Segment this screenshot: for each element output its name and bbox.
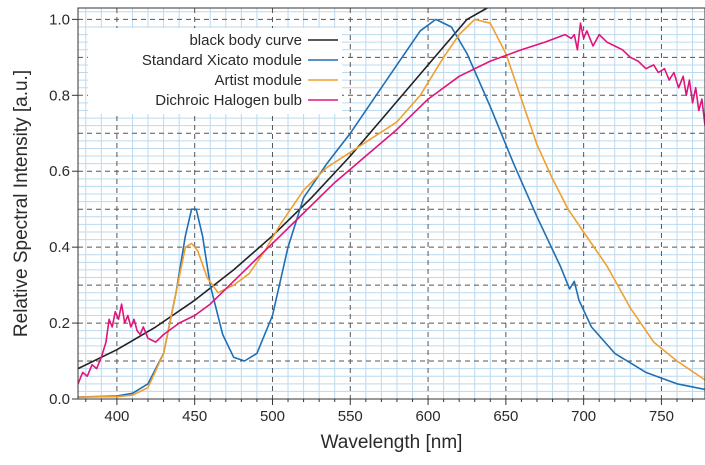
x-tick-label: 400 [104, 408, 129, 425]
x-tick-label: 700 [571, 408, 596, 425]
x-axis-label: Wavelength [nm] [321, 432, 463, 453]
legend-label-3: Artist module [214, 72, 302, 89]
y-axis-label: Relative Spectral Intensity [a.u.] [11, 70, 32, 337]
series-line-2 [78, 18, 705, 398]
y-tick-label: 1.0 [49, 11, 70, 28]
legend-box [88, 28, 342, 114]
plot-frame [77, 7, 705, 400]
ticks: 400 450 500 550 600 650 700 750 0.0 0.2 0.4 0.6 0.8 1… [49, 11, 694, 425]
series-line-3 [78, 18, 705, 398]
x-tick-label: 500 [260, 408, 285, 425]
y-tick-label: 0.6 [49, 163, 70, 180]
legend: black body curve Standard Xicato module Ar… [88, 28, 342, 114]
legend-label-2: Standard Xicato module [142, 52, 302, 69]
x-tick-label: 750 [649, 408, 674, 425]
y-tick-label: 0.4 [49, 239, 70, 256]
y-tick-label: 0.0 [49, 391, 70, 408]
series-line-1 [78, 7, 488, 370]
series-line-4 [78, 22, 705, 385]
x-tick-label: 600 [416, 408, 441, 425]
legend-label-4: Dichroic Halogen bulb [155, 92, 302, 109]
series-layer [78, 7, 705, 398]
x-tick-label: 450 [182, 408, 207, 425]
legend-label-1: black body curve [189, 32, 302, 49]
x-tick-label: 550 [338, 408, 363, 425]
y-tick-label: 0.8 [49, 87, 70, 104]
x-tick-label: 650 [493, 408, 518, 425]
y-tick-label: 0.2 [49, 315, 70, 332]
